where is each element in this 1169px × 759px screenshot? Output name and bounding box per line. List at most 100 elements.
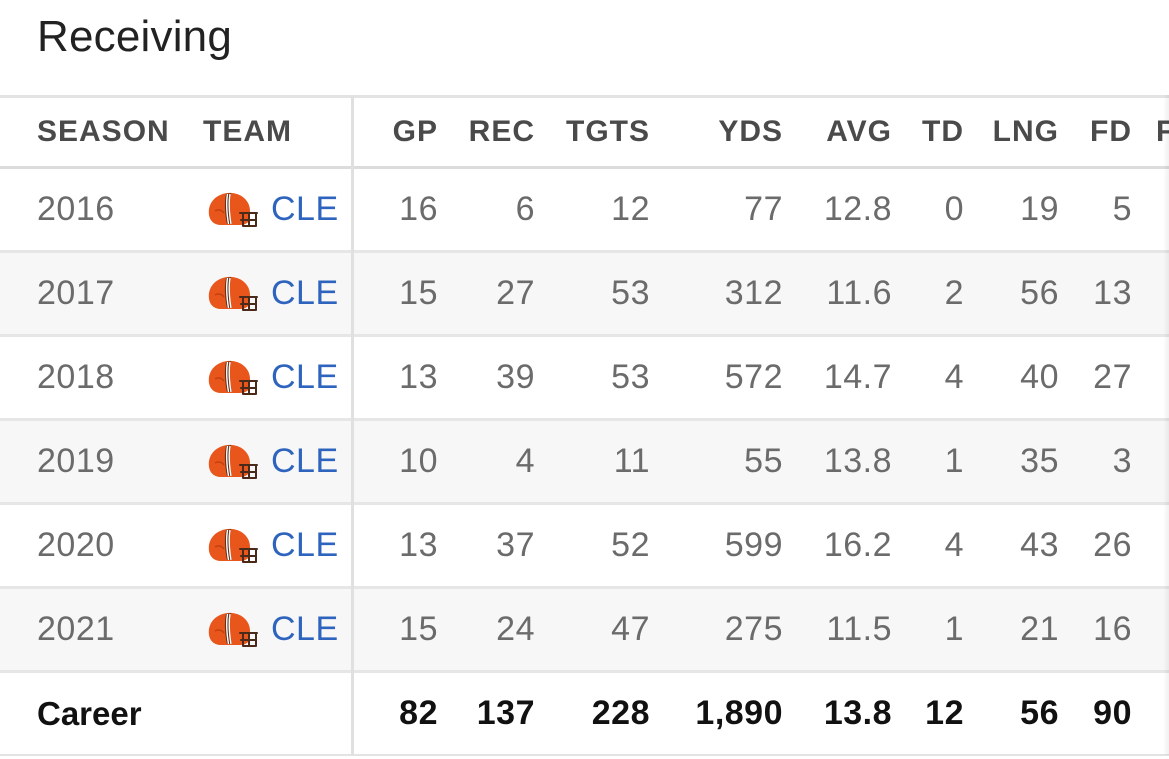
team-abbreviation[interactable]: CLE <box>271 274 339 312</box>
fd-cell: 13 <box>1093 274 1132 312</box>
yds-cell: 599 <box>724 526 783 564</box>
header-fd[interactable]: FD <box>1090 115 1132 148</box>
table-header-row: SEASON TEAM GP REC TGTS YDS AVG TD LNG F… <box>0 98 1169 169</box>
fd-cell: 16 <box>1093 610 1132 648</box>
team-abbreviation[interactable]: CLE <box>271 526 339 564</box>
cleveland-browns-helmet-icon <box>208 444 258 479</box>
team-link[interactable]: CLE <box>203 441 339 483</box>
team-link[interactable]: CLE <box>203 525 339 567</box>
lng-cell: 19 <box>1020 190 1059 228</box>
avg-cell: 12.8 <box>823 190 892 228</box>
td-cell: 4 <box>944 526 964 564</box>
avg-cell: 11.5 <box>826 610 892 648</box>
header-avg[interactable]: AVG <box>826 115 892 148</box>
gp-cell: 10 <box>399 442 438 480</box>
career-lng: 56 <box>1020 694 1059 732</box>
fd-cell: 5 <box>1112 190 1132 228</box>
gp-cell: 15 <box>399 274 438 312</box>
career-rec: 137 <box>476 694 535 732</box>
yds-cell: 55 <box>744 442 783 480</box>
rec-cell: 4 <box>515 442 535 480</box>
team-link[interactable]: CLE <box>203 357 339 399</box>
table-row: 2021 CLE 15 24 47 275 11.5 1 21 16 <box>0 589 1169 673</box>
lng-cell: 56 <box>1020 274 1059 312</box>
team-abbreviation[interactable]: CLE <box>271 190 339 228</box>
lng-cell: 21 <box>1020 610 1059 648</box>
table-row: 2019 CLE 10 4 11 55 13.8 1 35 3 <box>0 421 1169 505</box>
career-avg: 13.8 <box>823 694 892 732</box>
td-cell: 1 <box>944 610 964 648</box>
team-link[interactable]: CLE <box>203 609 339 651</box>
header-cut-column[interactable]: F <box>1156 98 1169 166</box>
fd-cell: 27 <box>1093 358 1132 396</box>
td-cell: 4 <box>944 358 964 396</box>
yds-cell: 77 <box>744 190 783 228</box>
td-cell: 0 <box>944 190 964 228</box>
season-cell: 2020 <box>37 526 115 564</box>
gp-cell: 13 <box>399 526 438 564</box>
lng-cell: 40 <box>1020 358 1059 396</box>
fd-cell: 26 <box>1093 526 1132 564</box>
gp-cell: 13 <box>399 358 438 396</box>
team-link[interactable]: CLE <box>203 189 339 231</box>
rec-cell: 24 <box>496 610 535 648</box>
tgts-cell: 53 <box>611 274 650 312</box>
header-rec[interactable]: REC <box>468 115 535 148</box>
cleveland-browns-helmet-icon <box>208 528 258 563</box>
yds-cell: 312 <box>724 274 783 312</box>
horizontal-scroll-edge[interactable] <box>1163 95 1169 755</box>
tgts-cell: 47 <box>611 610 650 648</box>
td-cell: 1 <box>944 442 964 480</box>
career-row: Career 82 137 228 1,890 13.8 12 56 90 <box>0 673 1169 756</box>
frozen-column-divider <box>351 95 354 755</box>
team-abbreviation[interactable]: CLE <box>271 610 339 648</box>
tgts-cell: 52 <box>611 526 650 564</box>
team-link[interactable]: CLE <box>203 273 339 315</box>
header-td[interactable]: TD <box>922 115 964 148</box>
season-cell: 2021 <box>37 610 115 648</box>
tgts-cell: 12 <box>611 190 650 228</box>
avg-cell: 11.6 <box>826 274 892 312</box>
table-row: 2018 CLE 13 39 53 572 14.7 4 40 27 <box>0 337 1169 421</box>
avg-cell: 14.7 <box>823 358 892 396</box>
team-abbreviation[interactable]: CLE <box>271 442 339 480</box>
table-row: 2017 CLE 15 27 53 312 11.6 2 56 13 <box>0 253 1169 337</box>
header-lng[interactable]: LNG <box>992 115 1059 148</box>
season-cell: 2016 <box>37 190 115 228</box>
lng-cell: 43 <box>1020 526 1059 564</box>
team-cell[interactable]: CLE <box>203 589 348 670</box>
header-gp[interactable]: GP <box>392 115 438 148</box>
rec-cell: 39 <box>496 358 535 396</box>
receiving-stats-table: SEASON TEAM GP REC TGTS YDS AVG TD LNG F… <box>0 95 1169 756</box>
header-yds[interactable]: YDS <box>718 115 783 148</box>
header-team[interactable]: TEAM <box>203 115 292 148</box>
team-cell[interactable]: CLE <box>203 505 348 586</box>
lng-cell: 35 <box>1020 442 1059 480</box>
table-body: 2016 CLE 16 6 12 77 12.8 0 19 5 2017 <box>0 169 1169 673</box>
table-row: 2016 CLE 16 6 12 77 12.8 0 19 5 <box>0 169 1169 253</box>
fd-cell: 3 <box>1112 442 1132 480</box>
career-label: Career <box>37 694 142 732</box>
tgts-cell: 11 <box>613 442 650 480</box>
career-td: 12 <box>925 694 964 732</box>
cleveland-browns-helmet-icon <box>208 276 258 311</box>
team-cell[interactable]: CLE <box>203 421 348 502</box>
team-cell[interactable]: CLE <box>203 337 348 418</box>
avg-cell: 13.8 <box>823 442 892 480</box>
rec-cell: 6 <box>515 190 535 228</box>
header-season[interactable]: SEASON <box>37 115 170 148</box>
team-cell[interactable]: CLE <box>203 253 348 334</box>
section-title: Receiving <box>37 12 233 61</box>
header-tgts[interactable]: TGTS <box>566 115 650 148</box>
career-tgts: 228 <box>591 694 650 732</box>
cleveland-browns-helmet-icon <box>208 612 258 647</box>
tgts-cell: 53 <box>611 358 650 396</box>
season-cell: 2017 <box>37 274 115 312</box>
avg-cell: 16.2 <box>823 526 892 564</box>
team-cell[interactable]: CLE <box>203 169 348 250</box>
career-fd: 90 <box>1093 694 1132 732</box>
team-abbreviation[interactable]: CLE <box>271 358 339 396</box>
yds-cell: 572 <box>724 358 783 396</box>
table-row: 2020 CLE 13 37 52 599 16.2 4 43 26 <box>0 505 1169 589</box>
td-cell: 2 <box>944 274 964 312</box>
